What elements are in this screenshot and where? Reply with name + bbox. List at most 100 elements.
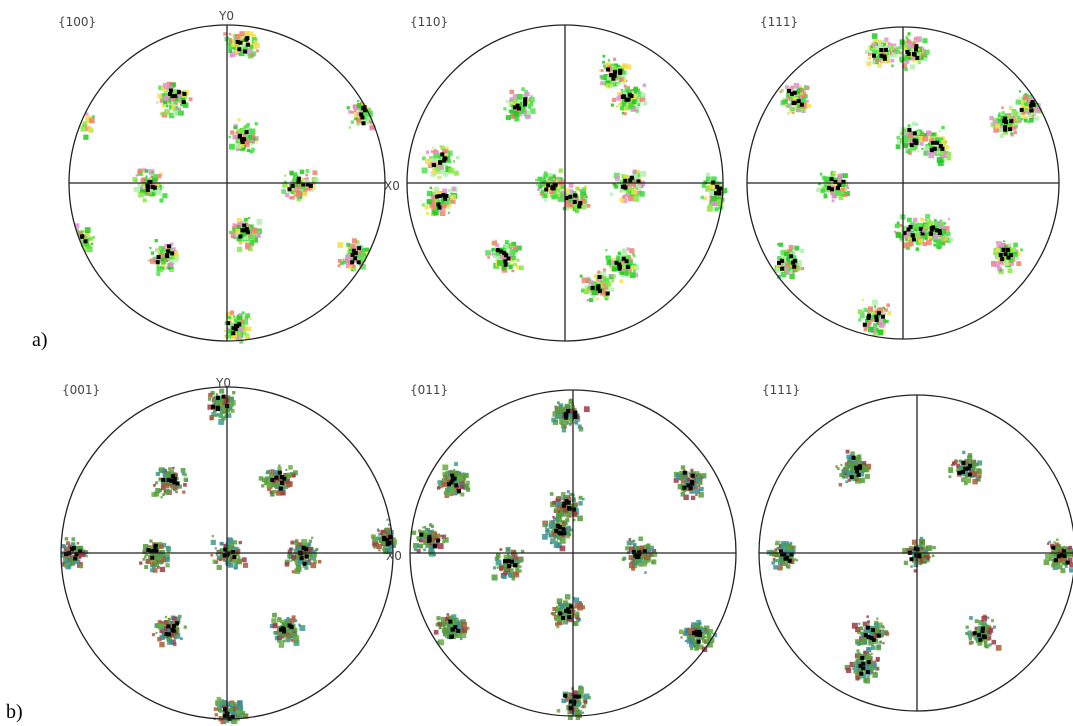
pole-point xyxy=(137,168,143,173)
pole-point xyxy=(629,248,635,254)
pole-point xyxy=(487,256,490,259)
pole-point xyxy=(823,194,828,199)
pole-point xyxy=(157,174,162,179)
pole-point xyxy=(909,238,912,242)
pole-point xyxy=(557,511,560,513)
pole-point xyxy=(568,422,572,426)
orientation-marker xyxy=(350,252,355,257)
pole-point xyxy=(602,268,606,272)
pole-point xyxy=(633,86,638,92)
pole-point xyxy=(448,167,455,174)
pole-point xyxy=(1020,248,1023,252)
pole-point xyxy=(907,43,913,49)
pole-point xyxy=(249,128,256,135)
pole-point xyxy=(175,616,180,622)
pole-point xyxy=(799,248,805,254)
pole-point xyxy=(149,246,152,249)
orientation-marker xyxy=(432,163,436,168)
pole-point xyxy=(230,400,236,406)
orientation-marker xyxy=(714,191,718,196)
pole-point xyxy=(805,99,809,103)
pole-point xyxy=(800,92,803,95)
pole-point xyxy=(439,165,444,170)
pole-point xyxy=(304,565,309,570)
pole-point xyxy=(222,408,228,414)
pole-point xyxy=(1002,258,1007,263)
orientation-marker xyxy=(780,258,785,263)
pole-point xyxy=(885,55,888,58)
pole-point xyxy=(172,466,175,470)
pole-point xyxy=(238,713,244,719)
pole-point xyxy=(276,475,282,481)
pole-point xyxy=(232,701,237,706)
pole-point xyxy=(337,258,342,263)
pole-point xyxy=(261,484,265,488)
orientation-marker xyxy=(211,404,216,409)
pole-point xyxy=(872,331,878,336)
pole-point xyxy=(421,203,425,207)
pole-point xyxy=(307,552,313,558)
pole-point xyxy=(878,322,885,328)
pole-point xyxy=(614,63,618,67)
pole-point xyxy=(450,194,456,200)
pole-point xyxy=(558,168,563,173)
pole-point xyxy=(255,141,258,144)
orientation-marker xyxy=(1009,119,1014,124)
pole-point xyxy=(505,115,511,121)
pole-point xyxy=(425,159,431,165)
pole-point xyxy=(943,222,947,225)
orientation-marker xyxy=(282,627,286,632)
pole-point xyxy=(227,327,230,330)
pole-point xyxy=(221,416,226,421)
pole-point xyxy=(171,639,176,645)
pole-point xyxy=(150,568,154,573)
pole-point xyxy=(886,51,893,58)
pole-point xyxy=(269,473,274,479)
pole-point xyxy=(846,186,850,190)
orientation-marker xyxy=(881,314,885,319)
orientation-marker xyxy=(156,255,161,259)
orientation-marker xyxy=(1003,125,1008,130)
pole-point xyxy=(159,112,163,116)
orientation-marker xyxy=(612,73,617,78)
pole-point xyxy=(521,87,525,91)
orientation-marker xyxy=(623,178,628,183)
pole-point xyxy=(426,212,430,216)
pole-point xyxy=(425,150,430,154)
pole-point xyxy=(594,274,598,278)
pole-point xyxy=(289,547,292,551)
pole-point xyxy=(244,217,248,222)
pole-point xyxy=(621,173,626,179)
pole-point xyxy=(170,469,174,474)
pole-point xyxy=(216,401,222,407)
orientation-marker xyxy=(440,152,445,157)
pole-point xyxy=(444,153,449,158)
pole-point xyxy=(223,32,227,36)
pole-point xyxy=(156,565,160,569)
pole-point xyxy=(446,198,449,201)
pole-point xyxy=(228,542,234,549)
pole-point xyxy=(908,51,915,57)
pole-point xyxy=(568,201,575,208)
pole-point xyxy=(565,518,570,523)
pole-point xyxy=(511,269,515,273)
pole-point xyxy=(219,553,224,558)
pole-point xyxy=(623,112,627,116)
pole-point xyxy=(365,247,370,252)
pole-point xyxy=(162,493,165,496)
pole-point xyxy=(357,105,363,111)
pole-point xyxy=(430,150,434,153)
pole-point xyxy=(149,193,152,197)
pole-point xyxy=(889,45,894,49)
pole-point xyxy=(578,501,583,506)
pole-point xyxy=(553,524,556,528)
pole-point xyxy=(433,153,439,159)
pole-point xyxy=(871,60,876,64)
pole-point xyxy=(602,283,609,290)
pole-point xyxy=(159,641,165,648)
pole-point xyxy=(831,199,835,203)
pole-point xyxy=(916,230,919,233)
pole-point xyxy=(622,198,628,203)
pole-point xyxy=(622,269,629,276)
orientation-marker xyxy=(836,186,840,191)
